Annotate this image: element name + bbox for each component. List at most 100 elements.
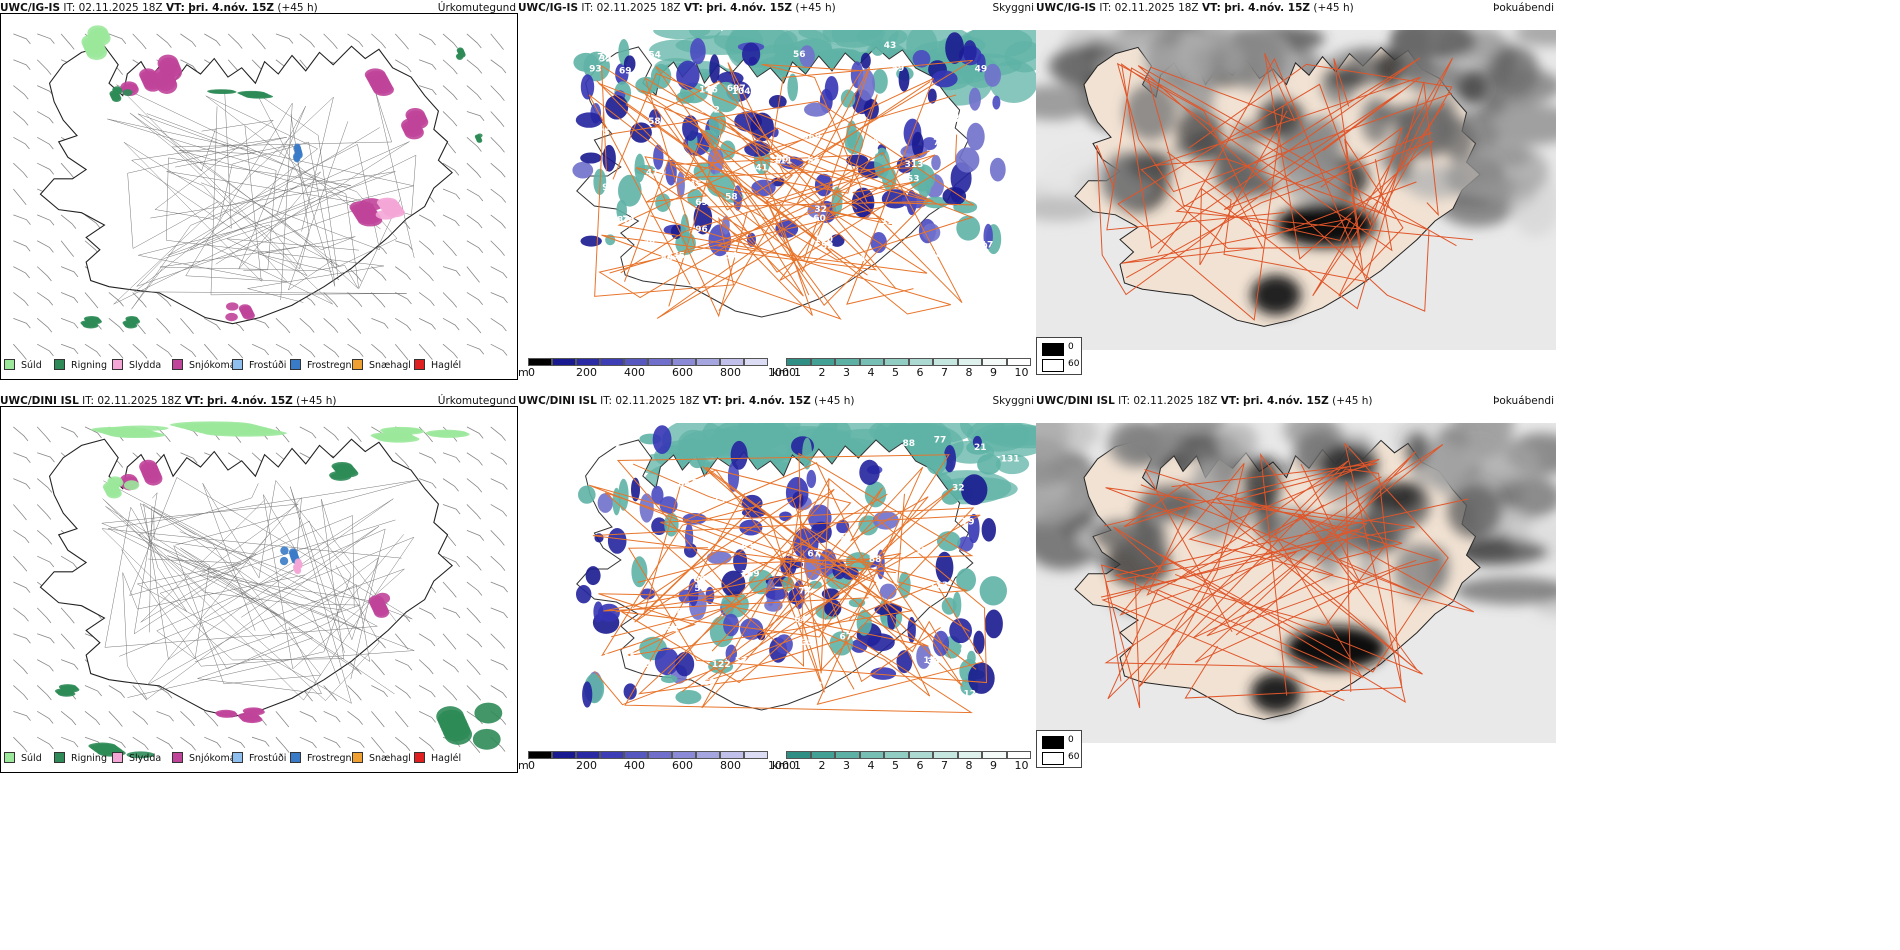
height-color-step (672, 358, 696, 366)
legend-swatch (112, 359, 123, 370)
precip-legend-item: Snjókoma (172, 359, 236, 373)
legend-label: Súld (21, 360, 42, 371)
cloud-base-label: 48 (810, 681, 823, 691)
cloud-base-label: 104 (769, 678, 788, 688)
visibility-color-step (957, 358, 982, 366)
legend-swatch (232, 752, 243, 763)
height-color-step (600, 358, 624, 366)
precip-legend-item: Rigning (54, 359, 107, 373)
cloud-base-label: 57 (735, 657, 748, 667)
cloud-base-label: 80 (661, 254, 674, 264)
legend-label: Snjókoma (189, 360, 236, 371)
height-tick-label: 200 (576, 366, 597, 379)
height-color-step (576, 751, 600, 759)
cloud-base-label: 88 (903, 439, 916, 449)
cloud-base-label: 65 (834, 492, 847, 502)
precip-legend-item: Snæhagl (352, 359, 411, 373)
panel-title: Skyggni (992, 395, 1035, 407)
legend-label: Frostregn (307, 753, 352, 764)
cloud-base-label: 75 (597, 128, 610, 138)
visibility-color-step (786, 751, 811, 759)
precip-legend: Súld Rigning Slydda Snjókoma Frostúði Frostre… (4, 359, 516, 375)
height-color-step (528, 358, 552, 366)
height-color-step (744, 751, 768, 759)
cloud-base-label: 88 (869, 555, 882, 565)
cloud-base-label: 60 (813, 214, 826, 224)
visibility-color-step (1006, 751, 1031, 759)
cloud-base-label: 969 (802, 133, 821, 143)
cloud-base-label: 89 (866, 147, 879, 157)
legend-label: Rigning (71, 360, 107, 371)
precip-legend-item: Haglél (414, 359, 461, 373)
panel-title: Þokuábendi (1493, 395, 1554, 407)
height-color-step (744, 358, 768, 366)
cloud-base-label: 313 (905, 160, 924, 170)
height-color-step (576, 358, 600, 366)
legend-swatch (352, 359, 363, 370)
cloud-base-label: 21 (604, 653, 617, 663)
precip-legend-item: Snæhagl (352, 752, 411, 766)
cloud-base-label: 77 (934, 436, 947, 446)
visibility-color-step (933, 751, 958, 759)
precip-areas (39, 421, 503, 759)
visibility-color-step (982, 751, 1007, 759)
cloud-base-label: 69 (695, 198, 708, 208)
precip-areas (39, 25, 483, 329)
height-tick-label: 400 (624, 759, 645, 772)
cloud-base-label: 88 (692, 478, 705, 488)
legend-label: Snæhagl (369, 753, 411, 764)
cloud-base-label: 51 (944, 215, 957, 225)
visibility-tick-label: 4 (867, 759, 875, 772)
cloud-base-label: 74 (622, 215, 635, 225)
legend-label: Rigning (71, 753, 107, 764)
cloud-base-label: 59 (892, 64, 905, 74)
cloud-base-label: 67 (840, 633, 853, 643)
cloud-panel-top: UWC/IG-IS IT: 02.11.2025 18Z VT: þri. 4.… (518, 0, 1036, 381)
height-unit: m (518, 366, 529, 379)
cloud-base-label: 54 (648, 51, 661, 61)
cloud-base-label: 66 (693, 575, 706, 585)
cloud-base-label: 68 (752, 469, 765, 479)
precip-legend-item: Rigning (54, 752, 107, 766)
precip-map (0, 406, 518, 773)
precip-legend-item: Súld (4, 359, 42, 373)
height-color-step (624, 751, 648, 759)
legend-swatch (172, 752, 183, 763)
cloud-base-label: 31 (915, 546, 928, 556)
visibility-color-step (859, 751, 884, 759)
height-color-step (696, 751, 720, 759)
height-color-step (552, 751, 576, 759)
iceland-coastline (39, 438, 453, 718)
cloud-base-label: 79 (962, 518, 975, 528)
cloud-base-label: 67 (807, 549, 820, 559)
visibility-color-step (859, 358, 884, 366)
legend-swatch (4, 359, 15, 370)
cloud-base-label: 32 (814, 205, 827, 215)
height-color-step (720, 358, 744, 366)
cloud-base-label: 339 (795, 638, 814, 648)
precip-legend-item: Frostregn (290, 359, 352, 373)
panel-header: UWC/IG-IS IT: 02.11.2025 18Z VT: þri. 4.… (518, 2, 836, 14)
cloud-base-label: 94 (602, 183, 615, 193)
cloud-base-label: 36 (602, 40, 615, 50)
cloud-base-label: 56 (793, 50, 806, 60)
legend-label: Snjókoma (189, 753, 236, 764)
visibility-tick-label: 5 (892, 759, 899, 772)
height-tick-label: 600 (672, 366, 693, 379)
height-tick-label: 800 (720, 759, 741, 772)
height-tick-label: 1000 (768, 759, 796, 772)
cloud-base-label: 83 (742, 543, 755, 553)
cloud-base-label: 146 (699, 86, 718, 96)
cloud-base-label: 43 (884, 41, 897, 51)
cloud-base-label: 111 (774, 156, 793, 166)
height-color-step (672, 751, 696, 759)
cloud-base-label: 64 (866, 137, 879, 147)
cloud-base-label: 93 (589, 64, 602, 74)
fog-legend: 0 60 (1036, 730, 1082, 768)
precip-legend-item: Frostregn (290, 752, 352, 766)
height-color-step (648, 751, 672, 759)
cloud-base-label: 32 (599, 55, 612, 65)
visibility-color-step (835, 358, 860, 366)
legend-label: Frostúði (249, 360, 287, 371)
cloud-panel-bottom: UWC/DINI ISL IT: 02.11.2025 18Z VT: þri.… (518, 393, 1036, 774)
